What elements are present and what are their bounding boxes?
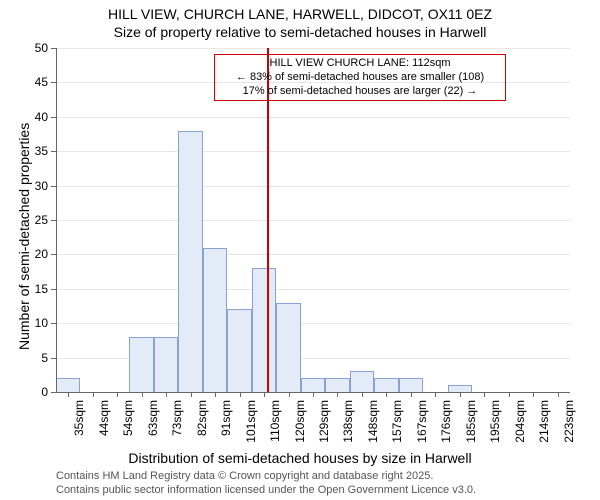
histogram-bar: [448, 385, 472, 392]
y-tick-mark: [51, 82, 56, 83]
x-tick-mark: [362, 392, 363, 397]
gridline-h: [56, 323, 570, 324]
y-tick-label: 25: [26, 213, 48, 227]
y-tick-mark: [51, 151, 56, 152]
annotation-box: HILL VIEW CHURCH LANE: 112sqm← 83% of se…: [214, 54, 506, 101]
y-tick-mark: [51, 48, 56, 49]
x-tick-mark: [117, 392, 118, 397]
y-tick-mark: [51, 289, 56, 290]
x-tick-label: 204sqm: [513, 400, 527, 443]
x-tick-label: 91sqm: [219, 400, 233, 436]
x-tick-label: 138sqm: [341, 400, 355, 443]
histogram-bar: [203, 248, 227, 392]
histogram-bar: [276, 303, 300, 392]
x-tick-mark: [166, 392, 167, 397]
credit-line1: Contains HM Land Registry data © Crown c…: [56, 470, 433, 482]
x-tick-label: 82sqm: [195, 400, 209, 436]
x-tick-label: 129sqm: [317, 400, 331, 443]
histogram-bar: [252, 268, 276, 392]
x-tick-label: 185sqm: [464, 400, 478, 443]
gridline-h: [56, 220, 570, 221]
y-tick-mark: [51, 186, 56, 187]
x-tick-mark: [460, 392, 461, 397]
y-tick-label: 50: [26, 41, 48, 55]
x-tick-mark: [509, 392, 510, 397]
annotation-line: HILL VIEW CHURCH LANE: 112sqm: [219, 57, 501, 71]
y-tick-label: 30: [26, 179, 48, 193]
annotation-line: ← 83% of semi-detached houses are smalle…: [219, 71, 501, 85]
y-tick-mark: [51, 254, 56, 255]
x-tick-mark: [68, 392, 69, 397]
plot-area: HILL VIEW CHURCH LANE: 112sqm← 83% of se…: [56, 48, 570, 392]
x-tick-label: 63sqm: [146, 400, 160, 436]
chart-root: HILL VIEW, CHURCH LANE, HARWELL, DIDCOT,…: [0, 0, 600, 500]
y-tick-label: 45: [26, 75, 48, 89]
annotation-line: 17% of semi-detached houses are larger (…: [219, 85, 501, 99]
histogram-bar: [399, 378, 423, 392]
x-tick-mark: [240, 392, 241, 397]
y-tick-label: 0: [26, 385, 48, 399]
y-tick-mark: [51, 323, 56, 324]
x-tick-label: 110sqm: [268, 400, 282, 442]
histogram-bar: [129, 337, 153, 392]
histogram-bar: [325, 378, 349, 392]
histogram-bar: [178, 131, 202, 392]
x-tick-mark: [215, 392, 216, 397]
x-tick-label: 195sqm: [488, 400, 502, 443]
histogram-bar: [227, 309, 251, 392]
x-tick-mark: [484, 392, 485, 397]
y-tick-label: 10: [26, 316, 48, 330]
x-tick-label: 44sqm: [97, 400, 111, 436]
x-tick-mark: [435, 392, 436, 397]
x-tick-mark: [93, 392, 94, 397]
x-tick-mark: [191, 392, 192, 397]
y-tick-mark: [51, 117, 56, 118]
chart-title-line1: HILL VIEW, CHURCH LANE, HARWELL, DIDCOT,…: [0, 6, 600, 22]
x-tick-label: 120sqm: [293, 400, 307, 443]
x-tick-mark: [533, 392, 534, 397]
x-tick-label: 101sqm: [244, 400, 258, 443]
histogram-bar: [301, 378, 325, 392]
gridline-h: [56, 289, 570, 290]
y-tick-label: 40: [26, 110, 48, 124]
x-tick-mark: [289, 392, 290, 397]
x-tick-label: 176sqm: [439, 400, 453, 443]
x-tick-mark: [558, 392, 559, 397]
credit-line2: Contains public sector information licen…: [56, 484, 476, 496]
x-tick-mark: [264, 392, 265, 397]
x-tick-mark: [313, 392, 314, 397]
x-tick-label: 148sqm: [366, 400, 380, 443]
gridline-h: [56, 151, 570, 152]
x-tick-mark: [411, 392, 412, 397]
x-axis-caption: Distribution of semi-detached houses by …: [0, 450, 600, 466]
y-tick-label: 15: [26, 282, 48, 296]
y-axis-line: [56, 48, 57, 392]
gridline-h: [56, 254, 570, 255]
y-tick-label: 5: [26, 351, 48, 365]
x-tick-mark: [142, 392, 143, 397]
x-tick-mark: [386, 392, 387, 397]
histogram-bar: [56, 378, 80, 392]
y-tick-mark: [51, 392, 56, 393]
gridline-h: [56, 48, 570, 49]
chart-title-line2: Size of property relative to semi-detach…: [0, 24, 600, 40]
x-tick-mark: [337, 392, 338, 397]
x-tick-label: 214sqm: [537, 400, 551, 443]
x-tick-label: 35sqm: [72, 400, 86, 436]
x-tick-label: 73sqm: [170, 400, 184, 436]
x-tick-label: 223sqm: [562, 400, 576, 443]
y-tick-label: 20: [26, 247, 48, 261]
gridline-h: [56, 117, 570, 118]
y-tick-mark: [51, 358, 56, 359]
y-tick-mark: [51, 220, 56, 221]
histogram-bar: [374, 378, 398, 392]
histogram-bar: [154, 337, 178, 392]
x-tick-label: 157sqm: [390, 400, 404, 443]
histogram-bar: [350, 371, 374, 392]
x-tick-label: 167sqm: [415, 400, 429, 443]
x-tick-label: 54sqm: [121, 400, 135, 436]
y-tick-label: 35: [26, 144, 48, 158]
gridline-h: [56, 186, 570, 187]
